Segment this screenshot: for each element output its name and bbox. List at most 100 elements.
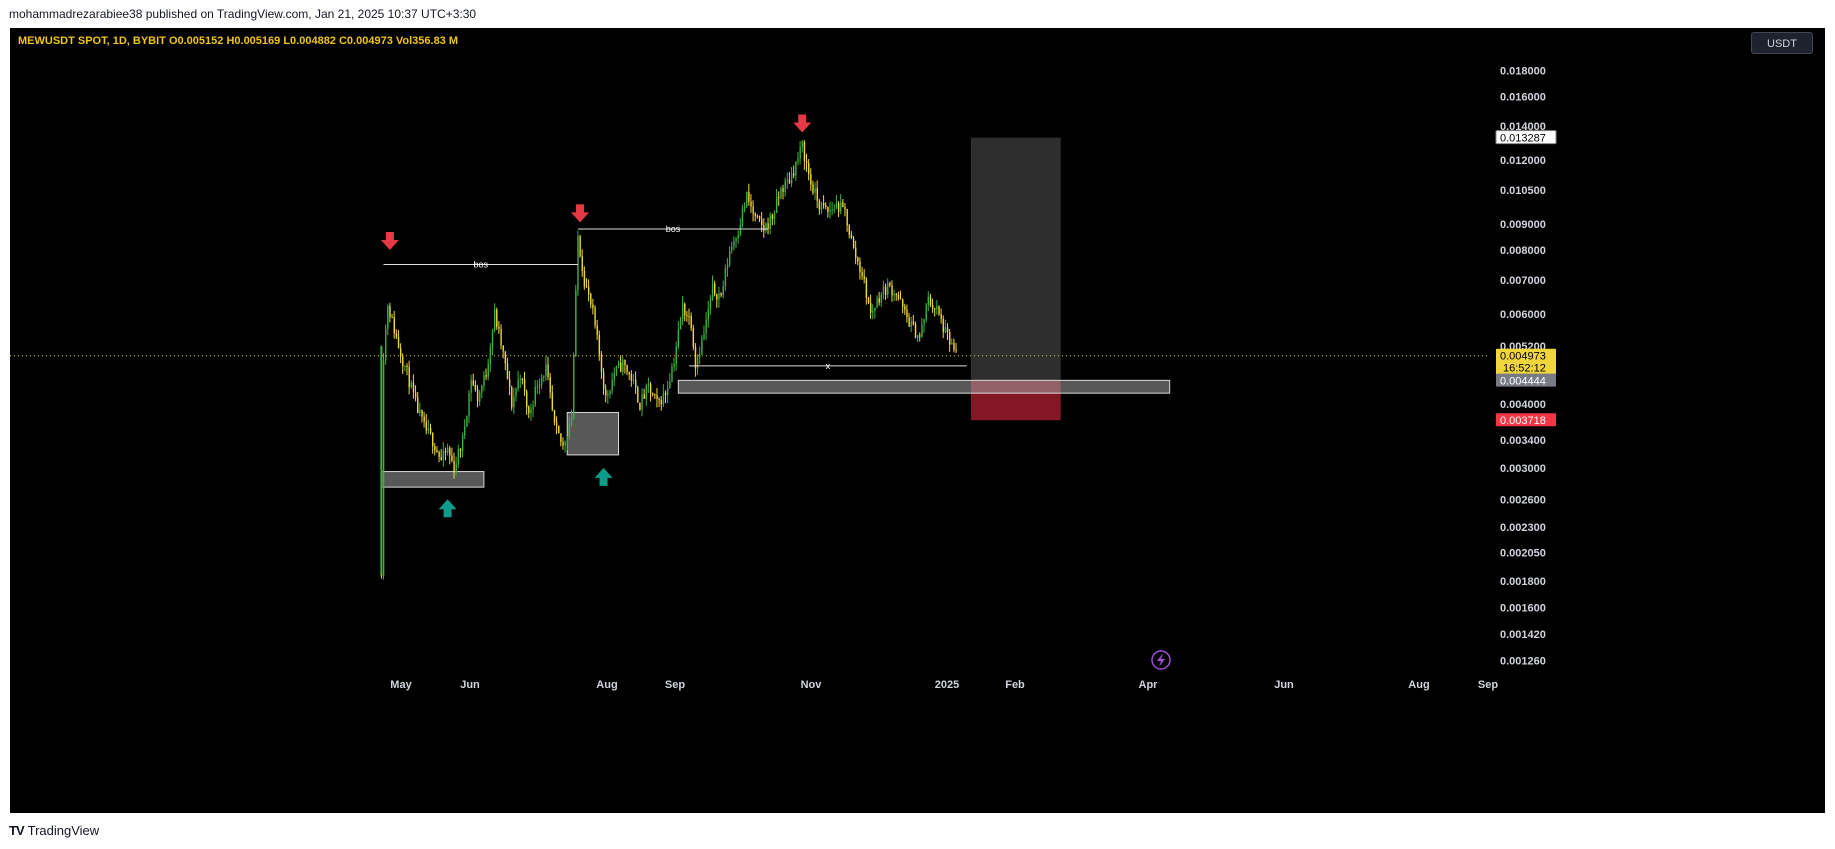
candle-body	[846, 209, 848, 226]
candle-body	[530, 409, 532, 414]
candle-body	[487, 363, 489, 377]
candle-body	[904, 306, 906, 310]
down-arrow-icon[interactable]	[380, 232, 399, 251]
y-axis-tick-label: 0.006000	[1500, 309, 1546, 321]
candle-body	[778, 196, 780, 198]
chart-panel[interactable]: bos bos x 0.018000 0.016000 0.014000 0.012000 0…	[10, 28, 1825, 813]
candle-body	[617, 362, 620, 367]
candle-body	[822, 202, 825, 206]
price-axis-label	[1496, 373, 1556, 387]
candle-body	[613, 373, 616, 380]
price-axis-label	[1496, 348, 1556, 375]
candle-body	[891, 285, 893, 296]
candle-body	[560, 433, 562, 442]
candle-body	[594, 307, 596, 326]
y-axis-tick-label: 0.003000	[1500, 463, 1546, 475]
down-arrow-icon[interactable]	[793, 114, 812, 133]
candle-body	[579, 236, 581, 257]
price-chart[interactable]: bos bos x 0.018000 0.016000 0.014000 0.012000 0…	[10, 28, 1825, 813]
symbol-info-legend[interactable]: MEWUSDT SPOT, 1D, BYBIT O0.005152 H0.005…	[18, 35, 459, 47]
candle-body	[737, 234, 739, 239]
candle-body	[615, 366, 618, 374]
candle-body	[788, 179, 791, 184]
tradingview-brand[interactable]: TV TradingView	[9, 823, 99, 838]
candle-body	[498, 327, 500, 329]
candle-body	[705, 319, 707, 334]
price-axis-label	[1495, 130, 1557, 145]
candle-body	[421, 409, 423, 417]
candle-body	[731, 246, 733, 251]
down-arrow-icon[interactable]	[571, 204, 590, 223]
candle-body	[654, 393, 656, 395]
candle-body	[790, 173, 793, 184]
candle-body	[910, 321, 912, 327]
candle-body	[515, 388, 517, 397]
candle-body	[387, 306, 389, 329]
candle-body	[410, 382, 413, 388]
candle-body	[714, 283, 716, 295]
candle-body	[568, 424, 571, 437]
y-axis-tick-label: 0.003400	[1500, 435, 1546, 447]
candle-body	[637, 387, 639, 403]
candle-body	[718, 293, 720, 300]
candle-body	[607, 394, 609, 396]
candle-body	[425, 421, 428, 431]
candle-body	[538, 384, 541, 387]
candle-body	[799, 146, 801, 159]
candle-body	[389, 306, 391, 318]
lightning-event-icon[interactable]	[1151, 650, 1171, 670]
candle-body	[844, 207, 846, 210]
candle-body	[750, 201, 752, 207]
candle-body	[406, 365, 408, 367]
candle-body	[549, 377, 551, 393]
candle-body	[667, 387, 669, 395]
candle-body	[479, 392, 481, 402]
candle-body	[842, 202, 844, 208]
candle-body	[818, 200, 821, 210]
x-axis-tick-label: Aug	[1408, 679, 1429, 691]
candle-body	[457, 448, 460, 464]
candle-body	[662, 392, 665, 405]
candle-body	[720, 293, 722, 296]
up-arrow-icon[interactable]	[594, 467, 613, 486]
up-arrow-icon[interactable]	[438, 499, 457, 518]
candle-body	[423, 416, 425, 422]
candle-body	[820, 202, 823, 210]
candle-body	[829, 209, 831, 212]
candle-body	[526, 391, 528, 407]
lightning-bolt-icon	[1157, 653, 1165, 667]
currency-button[interactable]: USDT	[1751, 32, 1813, 54]
candle-body	[382, 360, 385, 576]
candle-body	[938, 306, 940, 315]
long-position-target-zone[interactable]	[971, 137, 1061, 381]
demand-zone-rect[interactable]	[677, 379, 1171, 394]
candle-body	[949, 332, 951, 345]
candle-body	[908, 317, 910, 327]
candle-body	[553, 409, 556, 423]
x-axis-tick-label: Aug	[596, 679, 617, 691]
demand-zone-rect[interactable]	[566, 411, 620, 456]
candle-body	[675, 346, 677, 364]
candle-body	[801, 141, 804, 147]
candle-body	[436, 450, 438, 452]
candle-body	[451, 455, 453, 461]
x-axis-tick-label: Jun	[460, 679, 480, 691]
candle-body	[566, 436, 569, 443]
candle-body	[472, 380, 475, 385]
candle-body	[626, 365, 628, 373]
candle-body	[564, 442, 566, 446]
candle-body	[929, 296, 932, 305]
x-axis-tick-label: Jun	[1274, 679, 1294, 691]
demand-zone-rect[interactable]	[380, 471, 485, 488]
candle-body	[412, 382, 415, 393]
price-axis-label-value: 0.013287	[1500, 133, 1546, 145]
candle-body	[408, 366, 410, 388]
candle-body	[793, 173, 795, 176]
candle-body	[709, 297, 712, 310]
candle-body	[669, 381, 671, 388]
candle-body	[645, 385, 648, 399]
candle-body	[739, 225, 742, 235]
y-axis-tick-label: 0.004000	[1500, 399, 1546, 411]
candle-body	[551, 392, 554, 410]
candle-body	[519, 378, 522, 380]
